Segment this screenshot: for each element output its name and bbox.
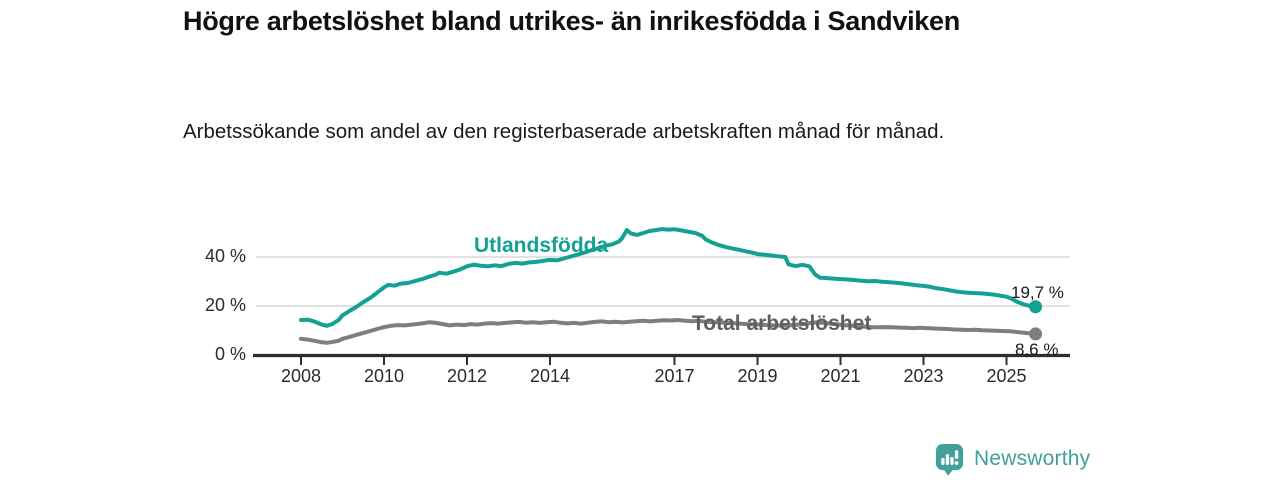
x-axis-tick-label: 2017 xyxy=(654,366,695,386)
y-axis-tick-label: 0 % xyxy=(214,344,246,364)
brand-name: Newsworthy xyxy=(974,447,1091,470)
newsworthy-logo-icon xyxy=(933,442,966,476)
page-subtitle: Arbetssökande som andel av den registerb… xyxy=(183,120,945,143)
x-axis-tick-label: 2021 xyxy=(820,366,861,386)
x-axis-tick-label: 2008 xyxy=(280,366,322,386)
x-axis-tick-label: 2023 xyxy=(903,366,944,386)
series-label-total-arbetsloshet: Total arbetslöshet xyxy=(692,312,872,335)
x-axis-tick-label: 2014 xyxy=(529,366,571,386)
series-label-utlandsfodda: Utlandsfödda xyxy=(474,234,609,257)
x-axis-tick-label: 2025 xyxy=(986,366,1027,386)
y-axis-tick-label: 20 % xyxy=(204,295,246,315)
x-axis-tick-label: 2010 xyxy=(363,366,405,386)
x-axis-tick-label: 2019 xyxy=(737,366,778,386)
page-title: Högre arbetslöshet bland utrikes- än inr… xyxy=(183,6,960,36)
brand-footer: Newsworthy xyxy=(933,442,1090,476)
end-value-label-utlandsfodda: 19,7 % xyxy=(1011,283,1064,302)
end-value-label-total-arbetsloshet: 8,6 % xyxy=(1015,340,1059,359)
x-axis-tick-label: 2012 xyxy=(446,366,488,386)
y-axis-tick-label: 40 % xyxy=(204,246,246,266)
